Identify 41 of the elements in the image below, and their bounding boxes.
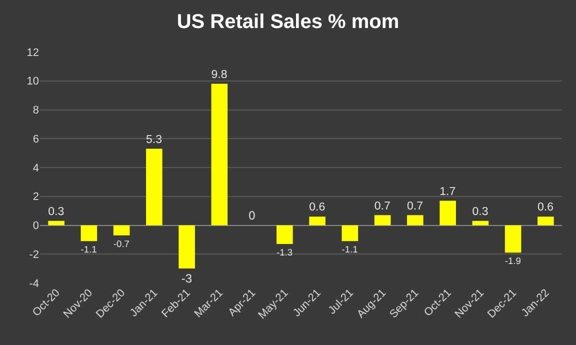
data-label: 0.7 xyxy=(374,200,390,212)
y-tick-label: 6 xyxy=(32,133,39,146)
data-label: -1.1 xyxy=(80,244,97,255)
y-tick-label: -4 xyxy=(29,278,39,290)
data-label: 5.3 xyxy=(146,134,162,146)
y-tick-label: 12 xyxy=(26,46,39,59)
bar xyxy=(211,84,228,226)
data-label: -1.1 xyxy=(342,244,358,255)
data-label: 0.7 xyxy=(407,200,424,212)
bar xyxy=(178,225,195,269)
data-label: 0 xyxy=(248,208,256,222)
bar xyxy=(440,200,456,226)
data-label: -0.7 xyxy=(113,238,130,249)
bar xyxy=(374,215,391,226)
data-label: -1.9 xyxy=(504,256,521,266)
bar xyxy=(276,225,293,244)
y-tick-label: 0 xyxy=(32,220,39,232)
y-tick-label: 8 xyxy=(32,104,39,117)
bar xyxy=(309,216,326,226)
data-label: 9.8 xyxy=(211,68,228,81)
y-tick-label: 4 xyxy=(32,162,39,174)
y-tick-label: -2 xyxy=(29,248,39,261)
bar xyxy=(407,215,424,226)
bar xyxy=(504,225,522,253)
data-label: 0.6 xyxy=(309,202,326,214)
data-label: 0.3 xyxy=(472,206,488,218)
bar xyxy=(342,225,358,242)
data-label: -1.3 xyxy=(276,248,293,258)
data-label: 0.6 xyxy=(538,202,554,214)
y-tick-label: 10 xyxy=(26,76,39,88)
bar xyxy=(80,225,98,242)
y-tick-label: 2 xyxy=(32,191,39,204)
chart-title: US Retail Sales % mom xyxy=(176,10,400,33)
bar xyxy=(538,216,554,226)
data-label: 0.3 xyxy=(48,206,64,218)
bar xyxy=(146,148,162,226)
data-label: -3 xyxy=(181,272,192,286)
data-label: 1.7 xyxy=(440,186,456,198)
bar xyxy=(472,220,489,226)
bar xyxy=(48,220,64,226)
bar xyxy=(113,225,130,236)
